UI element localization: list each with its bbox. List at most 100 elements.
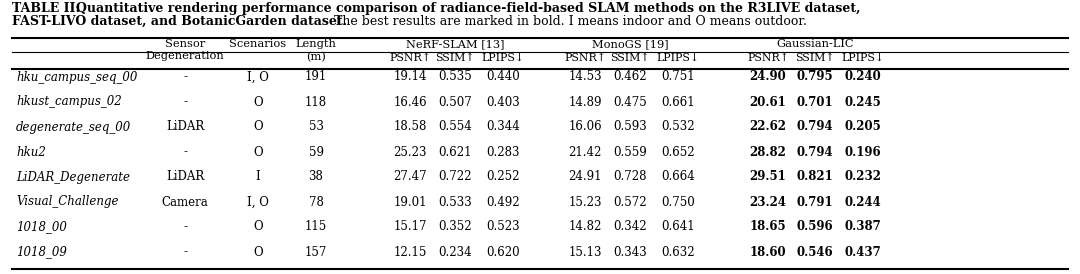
Text: 0.205: 0.205 — [845, 121, 881, 133]
Text: O: O — [253, 96, 262, 109]
Text: 0.475: 0.475 — [613, 96, 647, 109]
Text: -: - — [183, 96, 187, 109]
Text: 0.283: 0.283 — [486, 145, 519, 158]
Text: 38: 38 — [309, 170, 323, 184]
Text: LiDAR: LiDAR — [166, 170, 204, 184]
Text: 0.245: 0.245 — [845, 96, 881, 109]
Text: LPIPS↓: LPIPS↓ — [841, 53, 885, 63]
Text: 0.403: 0.403 — [486, 96, 519, 109]
Text: 18.60: 18.60 — [750, 246, 786, 258]
Text: 1018_00: 1018_00 — [16, 221, 67, 233]
Text: -: - — [183, 246, 187, 258]
Text: 0.750: 0.750 — [661, 196, 694, 209]
Text: hku2: hku2 — [16, 145, 45, 158]
Text: 0.252: 0.252 — [486, 170, 519, 184]
Text: I: I — [256, 170, 260, 184]
Text: NeRF-SLAM [13]: NeRF-SLAM [13] — [406, 39, 504, 49]
Text: 1018_09: 1018_09 — [16, 246, 67, 258]
Text: 14.53: 14.53 — [568, 70, 602, 84]
Text: Length
(m): Length (m) — [296, 39, 337, 62]
Text: 19.14: 19.14 — [393, 70, 427, 84]
Text: Camera: Camera — [162, 196, 208, 209]
Text: 15.23: 15.23 — [568, 196, 602, 209]
Text: 23.24: 23.24 — [750, 196, 786, 209]
Text: 0.532: 0.532 — [661, 121, 694, 133]
Text: 0.232: 0.232 — [845, 170, 881, 184]
Text: 21.42: 21.42 — [568, 145, 602, 158]
Text: 0.728: 0.728 — [613, 170, 647, 184]
Text: 115: 115 — [305, 221, 327, 233]
Text: 0.722: 0.722 — [438, 170, 472, 184]
Text: 0.701: 0.701 — [797, 96, 834, 109]
Text: SSIM↑: SSIM↑ — [610, 53, 650, 63]
Text: 0.795: 0.795 — [797, 70, 834, 84]
Text: 0.437: 0.437 — [845, 246, 881, 258]
Text: 14.82: 14.82 — [568, 221, 602, 233]
Text: 19.01: 19.01 — [393, 196, 427, 209]
Text: The best results are marked in bold. I means indoor and O means outdoor.: The best results are marked in bold. I m… — [330, 15, 807, 28]
Text: 25.23: 25.23 — [393, 145, 427, 158]
Text: 0.596: 0.596 — [797, 221, 834, 233]
Text: hkust_campus_02: hkust_campus_02 — [16, 96, 122, 109]
Text: Scenarios: Scenarios — [229, 39, 286, 49]
Text: O: O — [253, 121, 262, 133]
Text: 18.65: 18.65 — [750, 221, 786, 233]
Text: 191: 191 — [305, 70, 327, 84]
Text: 157: 157 — [305, 246, 327, 258]
Text: 0.535: 0.535 — [438, 70, 472, 84]
Text: 0.572: 0.572 — [613, 196, 647, 209]
Text: 0.632: 0.632 — [661, 246, 694, 258]
Text: 0.593: 0.593 — [613, 121, 647, 133]
Text: degenerate_seq_00: degenerate_seq_00 — [16, 121, 132, 133]
Text: 0.523: 0.523 — [486, 221, 519, 233]
Text: 16.46: 16.46 — [393, 96, 427, 109]
Text: LiDAR: LiDAR — [166, 121, 204, 133]
Text: 0.620: 0.620 — [486, 246, 519, 258]
Text: MonoGS [19]: MonoGS [19] — [592, 39, 669, 49]
Text: LPIPS↓: LPIPS↓ — [482, 53, 525, 63]
Text: 28.82: 28.82 — [750, 145, 786, 158]
Text: LiDAR_Degenerate: LiDAR_Degenerate — [16, 170, 130, 184]
Text: 0.821: 0.821 — [797, 170, 834, 184]
Text: -: - — [183, 221, 187, 233]
Text: PSNR↑: PSNR↑ — [747, 53, 789, 63]
Text: 20.61: 20.61 — [750, 96, 786, 109]
Text: -: - — [183, 70, 187, 84]
Text: 0.533: 0.533 — [438, 196, 472, 209]
Text: Visual_Challenge: Visual_Challenge — [16, 196, 119, 209]
Text: 0.244: 0.244 — [845, 196, 881, 209]
Text: 118: 118 — [305, 96, 327, 109]
Text: 0.791: 0.791 — [797, 196, 834, 209]
Text: 15.17: 15.17 — [393, 221, 427, 233]
Text: 0.794: 0.794 — [797, 121, 834, 133]
Text: 78: 78 — [309, 196, 323, 209]
Text: 0.652: 0.652 — [661, 145, 694, 158]
Text: Quantitative rendering performance comparison of radiance-field-based SLAM metho: Quantitative rendering performance compa… — [76, 2, 861, 15]
Text: 14.89: 14.89 — [568, 96, 602, 109]
Text: 0.621: 0.621 — [438, 145, 472, 158]
Text: 0.661: 0.661 — [661, 96, 694, 109]
Text: 0.387: 0.387 — [845, 221, 881, 233]
Text: 53: 53 — [309, 121, 324, 133]
Text: Gaussian-LIC: Gaussian-LIC — [777, 39, 854, 49]
Text: 18.58: 18.58 — [393, 121, 427, 133]
Text: 0.641: 0.641 — [661, 221, 694, 233]
Text: 0.559: 0.559 — [613, 145, 647, 158]
Text: 0.234: 0.234 — [438, 246, 472, 258]
Text: TABLE II:: TABLE II: — [12, 2, 80, 15]
Text: 0.440: 0.440 — [486, 70, 519, 84]
Text: O: O — [253, 246, 262, 258]
Text: 0.240: 0.240 — [845, 70, 881, 84]
Text: SSIM↑: SSIM↑ — [795, 53, 835, 63]
Text: 12.15: 12.15 — [393, 246, 427, 258]
Text: 0.343: 0.343 — [613, 246, 647, 258]
Text: 59: 59 — [309, 145, 324, 158]
Text: -: - — [183, 145, 187, 158]
Text: LPIPS↓: LPIPS↓ — [657, 53, 700, 63]
Text: 0.492: 0.492 — [486, 196, 519, 209]
Text: 29.51: 29.51 — [750, 170, 786, 184]
Text: 0.751: 0.751 — [661, 70, 694, 84]
Text: 16.06: 16.06 — [568, 121, 602, 133]
Text: I, O: I, O — [247, 196, 269, 209]
Text: 22.62: 22.62 — [750, 121, 786, 133]
